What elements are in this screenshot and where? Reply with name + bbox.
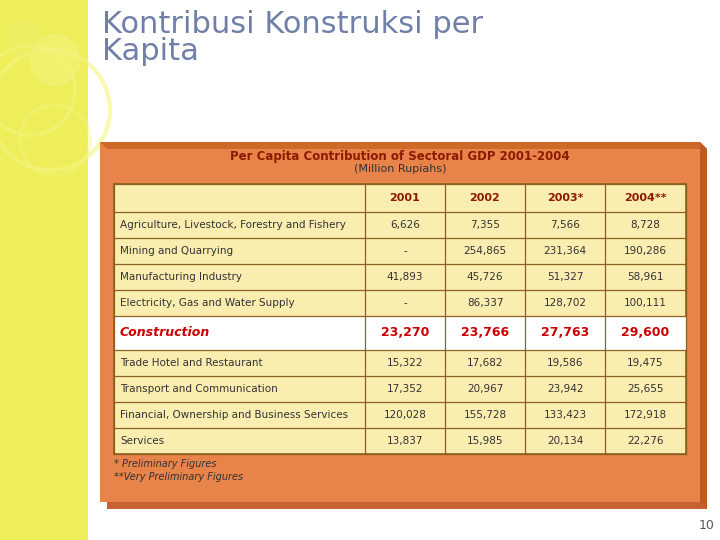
Text: 20,134: 20,134 — [546, 436, 583, 446]
Text: 15,985: 15,985 — [467, 436, 503, 446]
Bar — [0, 0, 88, 540]
Text: 254,865: 254,865 — [464, 246, 507, 256]
Text: 6,626: 6,626 — [390, 220, 420, 230]
Text: * Preliminary Figures: * Preliminary Figures — [114, 459, 217, 469]
Text: 27,763: 27,763 — [541, 327, 589, 340]
Text: Agriculture, Livestock, Forestry and Fishery: Agriculture, Livestock, Forestry and Fis… — [120, 220, 346, 230]
Bar — [114, 316, 686, 350]
Text: Manufacturing Industry: Manufacturing Industry — [120, 272, 242, 282]
Text: 13,837: 13,837 — [387, 436, 423, 446]
Bar — [107, 149, 707, 509]
Text: -: - — [403, 298, 407, 308]
Text: 10: 10 — [699, 519, 715, 532]
Text: 120,028: 120,028 — [384, 410, 426, 420]
Text: Per Capita Contribution of Sectoral GDP 2001-2004: Per Capita Contribution of Sectoral GDP … — [230, 150, 570, 163]
Text: 2003*: 2003* — [546, 193, 583, 203]
Circle shape — [7, 22, 43, 58]
Text: 23,270: 23,270 — [381, 327, 429, 340]
Text: Transport and Communication: Transport and Communication — [120, 384, 278, 394]
Text: 2002: 2002 — [469, 193, 500, 203]
Text: 100,111: 100,111 — [624, 298, 667, 308]
Text: 51,327: 51,327 — [546, 272, 583, 282]
Text: 190,286: 190,286 — [624, 246, 667, 256]
Text: 155,728: 155,728 — [464, 410, 507, 420]
Text: Financial, Ownership and Business Services: Financial, Ownership and Business Servic… — [120, 410, 348, 420]
Text: -: - — [403, 246, 407, 256]
Text: 128,702: 128,702 — [544, 298, 587, 308]
Text: 29,600: 29,600 — [621, 327, 670, 340]
Text: Kontribusi Konstruksi per: Kontribusi Konstruksi per — [102, 10, 483, 39]
Text: 17,352: 17,352 — [387, 384, 423, 394]
Text: Trade Hotel and Restaurant: Trade Hotel and Restaurant — [120, 358, 263, 368]
Text: 45,726: 45,726 — [467, 272, 503, 282]
Bar — [100, 142, 700, 502]
Text: 41,893: 41,893 — [387, 272, 423, 282]
Text: 19,475: 19,475 — [627, 358, 664, 368]
Text: 231,364: 231,364 — [544, 246, 587, 256]
Text: Services: Services — [120, 436, 164, 446]
Text: 15,322: 15,322 — [387, 358, 423, 368]
Text: 23,766: 23,766 — [461, 327, 509, 340]
Polygon shape — [700, 142, 707, 509]
Text: 2004**: 2004** — [624, 193, 667, 203]
Circle shape — [30, 35, 80, 85]
Text: 19,586: 19,586 — [546, 358, 583, 368]
Text: Electricity, Gas and Water Supply: Electricity, Gas and Water Supply — [120, 298, 294, 308]
Bar — [114, 184, 686, 454]
Text: 17,682: 17,682 — [467, 358, 503, 368]
Bar — [88, 0, 720, 540]
Text: 172,918: 172,918 — [624, 410, 667, 420]
Text: **Very Preliminary Figures: **Very Preliminary Figures — [114, 472, 243, 482]
Text: 22,276: 22,276 — [627, 436, 664, 446]
Text: 86,337: 86,337 — [467, 298, 503, 308]
Text: 58,961: 58,961 — [627, 272, 664, 282]
Text: 2001: 2001 — [390, 193, 420, 203]
Text: 20,967: 20,967 — [467, 384, 503, 394]
Text: 7,566: 7,566 — [550, 220, 580, 230]
Text: 23,942: 23,942 — [546, 384, 583, 394]
Text: Mining and Quarrying: Mining and Quarrying — [120, 246, 233, 256]
Text: 133,423: 133,423 — [544, 410, 587, 420]
Text: (Million Rupiahs): (Million Rupiahs) — [354, 164, 446, 174]
Text: 8,728: 8,728 — [631, 220, 660, 230]
Text: 7,355: 7,355 — [470, 220, 500, 230]
Text: Construction: Construction — [120, 327, 210, 340]
Text: Kapita: Kapita — [102, 37, 199, 66]
Text: 25,655: 25,655 — [627, 384, 664, 394]
Polygon shape — [100, 142, 707, 149]
